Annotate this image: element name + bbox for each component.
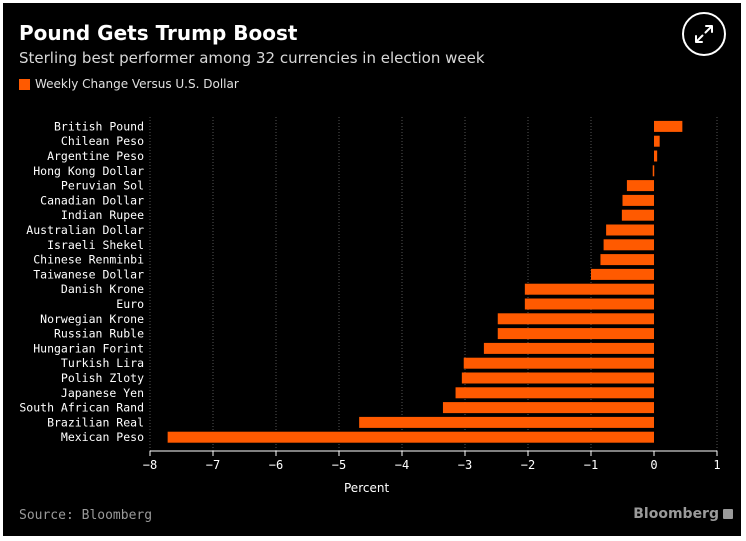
category-label: Indian Rupee xyxy=(61,208,144,222)
bar xyxy=(497,328,654,340)
expand-button[interactable] xyxy=(682,12,726,56)
bar xyxy=(524,298,654,310)
x-tick-label: −8 xyxy=(143,458,157,472)
bar xyxy=(497,313,654,325)
category-label: Chinese Renminbi xyxy=(33,253,144,267)
x-axis-label: Percent xyxy=(344,481,390,495)
category-label: Taiwanese Dollar xyxy=(33,267,144,281)
x-tick-label: −2 xyxy=(521,458,535,472)
bar xyxy=(606,224,654,236)
category-label: Turkish Lira xyxy=(61,356,144,370)
bar xyxy=(622,194,654,206)
bars xyxy=(167,120,683,443)
bar xyxy=(524,283,654,295)
category-label: South African Rand xyxy=(19,401,144,415)
bar xyxy=(654,135,660,147)
category-label: Brazilian Real xyxy=(47,415,144,429)
category-label: Euro xyxy=(116,297,144,311)
category-label: Peruvian Sol xyxy=(61,179,144,193)
category-label: Mexican Peso xyxy=(61,430,144,444)
x-tick-label: −3 xyxy=(458,458,472,472)
chart-subtitle: Sterling best performer among 32 currenc… xyxy=(19,49,485,67)
bar xyxy=(483,342,654,354)
bar xyxy=(359,416,654,428)
category-label: Hungarian Forint xyxy=(33,341,144,355)
category-label: Polish Zloty xyxy=(61,371,144,385)
bar xyxy=(626,180,654,192)
x-tick-label: −7 xyxy=(206,458,220,472)
legend-swatch xyxy=(19,78,30,90)
x-tick-label: −5 xyxy=(332,458,346,472)
x-tick-label: 1 xyxy=(713,458,720,472)
bar xyxy=(463,357,654,369)
x-tick-label: −6 xyxy=(269,458,283,472)
x-tick-label: −4 xyxy=(395,458,409,472)
legend: Weekly Change Versus U.S. Dollar xyxy=(19,77,239,91)
x-tick-label: 0 xyxy=(650,458,657,472)
x-axis: −8 −7 −6 −5 −4 −3 −2 −1 0 1 xyxy=(143,450,721,472)
category-label: Israeli Shekel xyxy=(47,238,144,252)
category-label: Norwegian Krone xyxy=(40,312,144,326)
bar xyxy=(654,120,683,132)
category-label: Australian Dollar xyxy=(26,223,144,237)
category-label: Argentine Peso xyxy=(47,149,144,163)
bar xyxy=(461,372,654,384)
category-label: Russian Ruble xyxy=(54,327,144,341)
legend-label: Weekly Change Versus U.S. Dollar xyxy=(35,77,239,91)
bar xyxy=(591,268,654,280)
bar xyxy=(167,431,654,443)
brand-name: Bloomberg xyxy=(633,506,719,522)
bar xyxy=(600,254,654,266)
brand-mark-icon xyxy=(723,509,733,519)
bar xyxy=(442,402,654,414)
category-label: British Pound xyxy=(54,119,144,133)
bar xyxy=(652,165,655,177)
bar xyxy=(654,150,658,162)
chart-title: Pound Gets Trump Boost xyxy=(19,21,298,45)
category-label: Japanese Yen xyxy=(61,386,144,400)
bar xyxy=(603,239,654,251)
x-tick-label: −1 xyxy=(584,458,598,472)
category-label: Canadian Dollar xyxy=(40,193,144,207)
bar xyxy=(455,387,654,399)
brand-logo: Bloomberg xyxy=(633,506,733,522)
category-label: Hong Kong Dollar xyxy=(33,164,144,178)
category-label: Chilean Peso xyxy=(61,134,144,148)
expand-arrows-icon xyxy=(695,25,713,43)
category-label: Danish Krone xyxy=(61,282,144,296)
bar xyxy=(621,209,654,221)
source-note: Source: Bloomberg xyxy=(19,508,153,523)
